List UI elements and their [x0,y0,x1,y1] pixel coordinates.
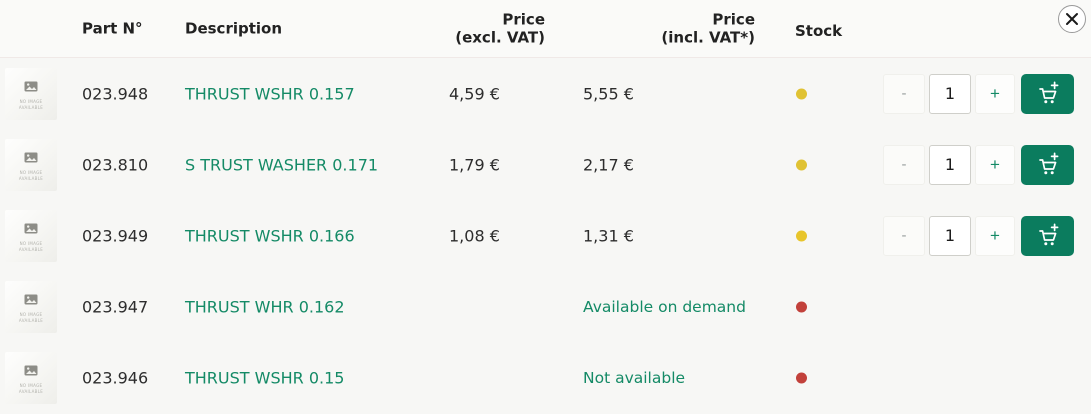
add-to-cart-icon [1035,81,1061,107]
add-to-cart-button[interactable] [1021,73,1074,114]
product-thumbnail: NO IMAGE AVAILABLE [5,209,57,262]
table-body: NO IMAGE AVAILABLE 023.948 THRUST WSHR 0.… [0,58,1091,414]
no-image-icon [24,77,38,96]
product-link[interactable]: THRUST WSHR 0.157 [185,84,355,104]
product-link[interactable]: S TRUST WASHER 0.171 [185,155,379,175]
add-to-cart-button[interactable] [1021,215,1074,256]
add-to-cart-icon [1035,223,1061,249]
product-thumbnail: NO IMAGE AVAILABLE [5,352,57,405]
availability-status: Not available [583,369,686,388]
header-part-number: Part N° [82,19,143,38]
product-thumbnail: NO IMAGE AVAILABLE [5,67,57,120]
no-image-icon [24,219,38,238]
header-description: Description [185,19,283,38]
part-number: 023.947 [82,297,149,317]
product-link[interactable]: THRUST WSHR 0.166 [185,226,355,246]
table-header: Part N° Description Price (excl. VAT) Pr… [0,0,1091,58]
no-image-icon [24,290,38,309]
stock-indicator-dot [796,88,807,100]
quantity-decrease-button[interactable]: - [883,144,925,185]
no-image-icon [24,148,38,167]
table-row: NO IMAGE AVAILABLE 023.810 S TRUST WASHER… [0,129,1091,201]
close-icon [1065,12,1079,26]
product-link[interactable]: THRUST WHR 0.162 [185,297,345,317]
close-button[interactable] [1058,5,1086,33]
quantity-input[interactable] [929,144,971,185]
add-to-cart-button[interactable] [1021,144,1074,185]
no-image-icon [24,361,38,380]
quantity-decrease-button[interactable]: - [883,73,925,114]
header-price-incl-vat: Price (incl. VAT*) [661,9,755,47]
availability-status: Available on demand [583,298,746,317]
price-incl-vat: 5,55 € [583,84,634,104]
stock-indicator-dot [796,301,807,313]
header-price-excl-vat: Price (excl. VAT) [455,9,545,47]
header-stock: Stock [795,22,843,40]
price-excl-vat: 1,08 € [449,226,500,246]
quantity-increase-button[interactable]: + [975,144,1015,185]
add-to-cart-icon [1035,152,1061,178]
stock-indicator-dot [796,159,807,171]
table-row: NO IMAGE AVAILABLE 023.948 THRUST WSHR 0.… [0,58,1091,130]
price-incl-vat: 1,31 € [583,226,634,246]
quantity-input[interactable] [929,215,971,256]
product-thumbnail: NO IMAGE AVAILABLE [5,281,57,334]
quantity-increase-button[interactable]: + [975,215,1015,256]
product-link[interactable]: THRUST WSHR 0.15 [185,368,345,388]
price-incl-vat: 2,17 € [583,155,634,175]
stock-indicator-dot [796,230,807,242]
part-number: 023.949 [82,226,149,246]
quantity-input[interactable] [929,73,971,114]
product-thumbnail: NO IMAGE AVAILABLE [5,138,57,191]
part-number: 023.810 [82,155,149,175]
quantity-decrease-button[interactable]: - [883,215,925,256]
quantity-increase-button[interactable]: + [975,73,1015,114]
stock-indicator-dot [796,372,807,384]
table-row: NO IMAGE AVAILABLE 023.947 THRUST WHR 0.1… [0,271,1091,343]
price-excl-vat: 1,79 € [449,155,500,175]
table-row: NO IMAGE AVAILABLE 023.946 THRUST WSHR 0.… [0,342,1091,414]
price-excl-vat: 4,59 € [449,84,500,104]
part-number: 023.946 [82,368,149,388]
table-row: NO IMAGE AVAILABLE 023.949 THRUST WSHR 0.… [0,200,1091,272]
part-number: 023.948 [82,84,149,104]
